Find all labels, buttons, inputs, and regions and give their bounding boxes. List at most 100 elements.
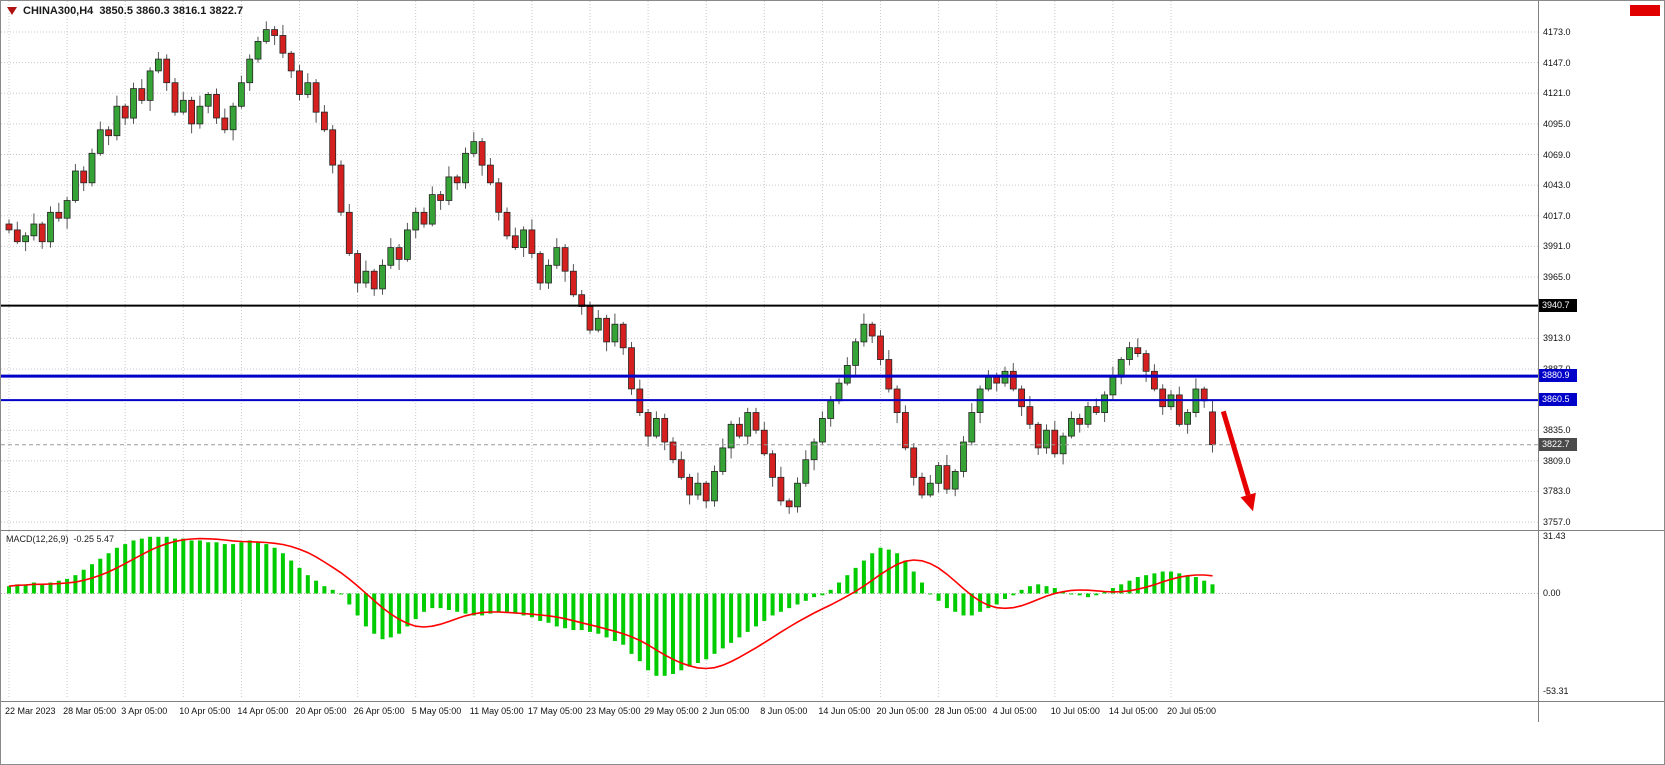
macd-histogram-bar <box>40 584 45 594</box>
candle-down <box>138 88 146 101</box>
candle-down <box>495 182 503 213</box>
macd-histogram-bar <box>787 593 792 609</box>
macd-histogram-bar <box>1003 593 1007 599</box>
candle-down <box>486 164 494 184</box>
time-tick-label: 8 Jun 05:00 <box>760 706 808 716</box>
candle-down <box>329 129 337 166</box>
price-chart-canvas[interactable] <box>1 1 1538 530</box>
macd-histogram-bar <box>969 593 974 616</box>
top-right-red-badge[interactable] <box>1630 5 1660 16</box>
candle-down <box>121 105 129 119</box>
macd-histogram-bar <box>563 593 568 629</box>
macd-histogram-bar <box>1044 586 1049 594</box>
macd-histogram-bar <box>314 580 319 594</box>
macd-histogram-bar <box>770 593 775 616</box>
macd-histogram-bar <box>671 593 675 674</box>
candle-up <box>412 211 420 231</box>
candle-up <box>653 417 660 437</box>
macd-histogram-bar <box>123 544 128 594</box>
candle-down <box>221 117 229 131</box>
macd-histogram-bar <box>1102 591 1107 594</box>
macd-histogram-bar <box>1135 577 1140 594</box>
panel-separator[interactable] <box>1 530 1664 531</box>
candle-down <box>885 359 893 390</box>
macd-histogram-bar <box>339 593 343 595</box>
time-tick-label: 20 Apr 05:00 <box>295 706 347 716</box>
time-tick-label: 10 Apr 05:00 <box>179 706 231 716</box>
candle-up <box>403 229 411 260</box>
candle-down <box>943 465 951 490</box>
ohlc-label: 3850.5 3860.3 3816.1 3822.7 <box>99 5 244 17</box>
candle-up <box>445 176 453 201</box>
candle-up <box>1184 412 1191 425</box>
price-tick-label: 3783.0 <box>1543 486 1571 497</box>
candle-up <box>262 29 270 42</box>
price-tick-label: 3809.0 <box>1543 455 1571 466</box>
candle-down <box>503 211 511 237</box>
macd-histogram-bar <box>861 560 866 594</box>
macd-histogram-bar <box>596 593 601 634</box>
macd-signal-line <box>8 537 1213 670</box>
price-level-badge: 3860.5 <box>1539 393 1577 407</box>
candle-down <box>478 141 486 166</box>
price-axis[interactable]: 4173.0 4147.0 4121.0 4095.0 4069.0 4043.0 4017… <box>1539 1 1664 701</box>
candle-down <box>279 35 287 54</box>
macd-histogram-bar <box>181 538 186 594</box>
macd-histogram-bar <box>579 593 584 631</box>
macd-histogram-bar <box>222 544 227 594</box>
macd-histogram-bar <box>23 584 28 594</box>
macd-histogram-bar <box>272 547 277 594</box>
macd-histogram-bar <box>280 553 285 594</box>
macd-histogram-bar <box>529 593 534 618</box>
candle-up <box>985 376 992 390</box>
candle-up <box>810 441 818 461</box>
macd-histogram-bar <box>1019 589 1024 594</box>
candle-up <box>30 223 38 237</box>
macd-histogram-bar <box>588 593 592 632</box>
price-tick-label: 4069.0 <box>1543 149 1571 160</box>
macd-histogram-bar <box>820 593 825 596</box>
candle-down <box>345 211 353 254</box>
macd-histogram-bar <box>256 542 260 594</box>
macd-panel-canvas[interactable] <box>1 531 1538 701</box>
macd-histogram-bar <box>778 593 783 612</box>
macd-histogram-bar <box>895 553 900 594</box>
time-tick-label: 10 Jul 05:00 <box>1050 706 1100 716</box>
time-tick-label: 28 Mar 05:00 <box>63 706 117 716</box>
macd-histogram-bar <box>73 575 78 594</box>
macd-histogram-bar <box>612 593 617 642</box>
candle-up <box>727 423 735 449</box>
macd-histogram-bar <box>264 544 269 594</box>
candle-up <box>387 247 395 266</box>
macd-histogram-bar <box>812 593 817 598</box>
candle-down <box>38 223 46 243</box>
candle-down <box>312 82 320 113</box>
candle-down <box>420 211 428 225</box>
candle-down <box>1092 406 1100 413</box>
time-tick-label: 2 Jun 05:00 <box>702 706 750 716</box>
candle-up <box>935 465 942 484</box>
time-tick-label: 3 Apr 05:00 <box>121 706 168 716</box>
candle-down <box>993 376 1001 384</box>
macd-histogram-bar <box>1027 586 1032 594</box>
macd-histogram-bar <box>1127 580 1132 594</box>
macd-histogram-bar <box>480 593 485 616</box>
macd-histogram-bar <box>936 593 941 601</box>
macd-histogram-bar <box>712 593 717 654</box>
time-axis-separator <box>1 701 1664 702</box>
candle-down <box>570 270 577 296</box>
candle-down <box>1159 388 1167 408</box>
candle-down <box>354 253 362 284</box>
candle-up <box>130 88 137 119</box>
macd-histogram-bar <box>189 540 194 594</box>
price-tick-label: 3965.0 <box>1543 272 1571 283</box>
macd-histogram-bar <box>1210 584 1215 594</box>
macd-histogram-bar <box>388 593 393 638</box>
price-tick-label: 4147.0 <box>1543 57 1571 68</box>
price-tick-label: 3757.0 <box>1543 517 1571 528</box>
macd-indicator-label: MACD(12,26,9) -0.25 5.47 <box>6 534 114 544</box>
time-axis[interactable]: 22 Mar 2023 28 Mar 05:00 3 Apr 05:00 10 Apr… <box>1 702 1664 724</box>
macd-histogram-bar <box>164 536 169 594</box>
candle-down <box>163 58 171 84</box>
macd-histogram-bar <box>380 593 385 640</box>
